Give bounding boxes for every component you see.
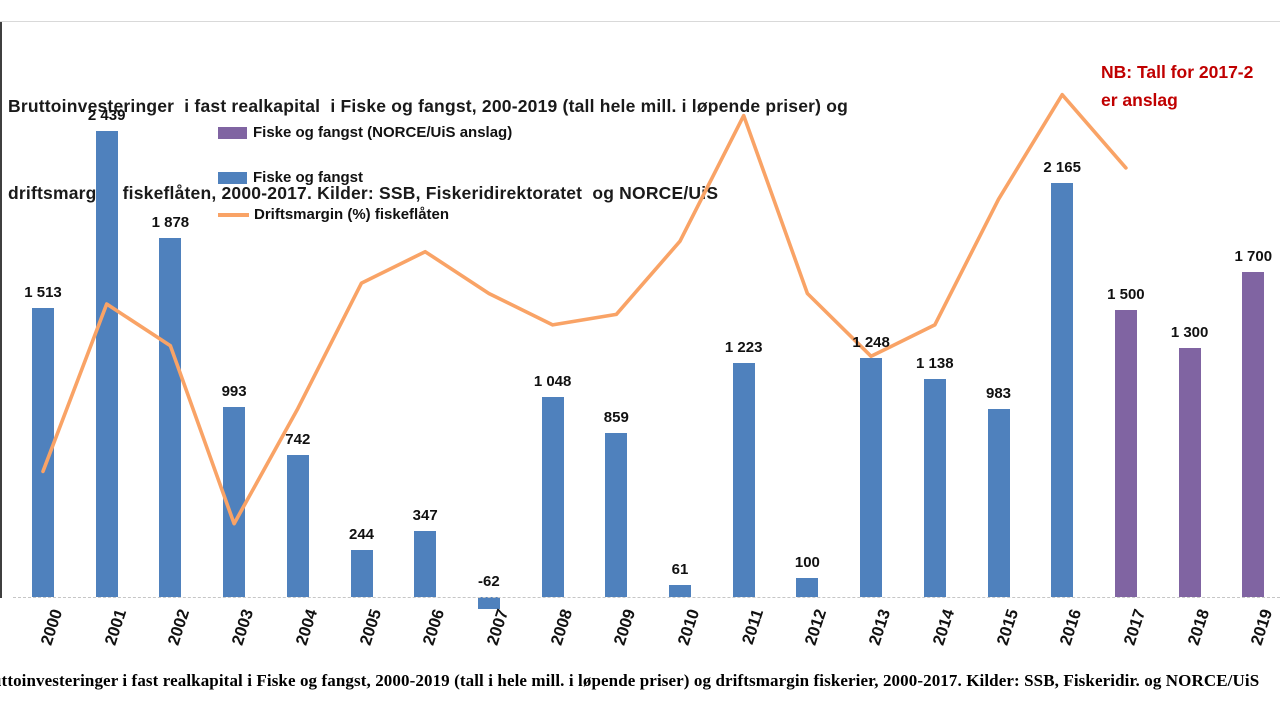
x-axis-label-2010: 2010: [674, 607, 704, 648]
left-crop-border: [0, 22, 2, 598]
x-axis-label-2011: 2011: [738, 607, 767, 647]
legend-line-swatch-orange: [218, 212, 249, 217]
bar-2004: [286, 455, 309, 597]
bar-2006: [414, 530, 437, 597]
bar-2010: [669, 585, 691, 597]
bar-2015: [987, 409, 1010, 597]
bar-value-label-2012: 100: [794, 553, 820, 571]
x-axis-label-2019: 2019: [1247, 607, 1277, 648]
bar-value-label-2007: -62: [478, 573, 500, 590]
legend-item-norce-anslag: Fiske og fangst (NORCE/UiS anslag): [218, 124, 512, 141]
legend-swatch-purple: [218, 126, 247, 139]
x-axis-label-2016: 2016: [1056, 607, 1086, 648]
bar-value-label-2019: 1 700: [1234, 248, 1273, 265]
bar-2016: [1051, 183, 1074, 597]
chart-title-line2: driftsmargin fiskeflåten, 2000-2017. Kil…: [8, 183, 719, 203]
x-axis-label-2017: 2017: [1120, 607, 1150, 648]
bar-value-label-2001: 2 439: [87, 106, 126, 124]
nb-annotation: NB: Tall for 2017-2 er anslag: [1101, 58, 1253, 114]
bar-2014: [923, 379, 946, 597]
bar-value-label-2014: 1 138: [916, 355, 954, 373]
legend-item-fiske-og-fangst: Fiske og fangst: [218, 169, 363, 186]
bar-value-label-2009: 859: [603, 408, 629, 426]
bar-2000: [32, 307, 54, 597]
bar-2009: [605, 432, 628, 597]
x-axis-line: [13, 597, 1280, 598]
legend-label: Fiske og fangst: [253, 169, 364, 186]
x-axis-label-2014: 2014: [929, 607, 958, 648]
nb-annotation-line2: er anslag: [1101, 90, 1178, 110]
bar-value-label-2010: 61: [671, 561, 689, 579]
bar-value-label-2011: 1 223: [724, 339, 763, 357]
bar-2007: [477, 597, 500, 609]
x-axis-label-2008: 2008: [547, 607, 576, 648]
x-axis-label-2006: 2006: [419, 607, 449, 648]
nb-annotation-line1: NB: Tall for 2017-2: [1101, 62, 1254, 82]
bottom-caption: uttoinvesteringer i fast realkapital i F…: [0, 671, 1260, 690]
bar-2005: [350, 550, 373, 597]
bar-value-label-2018: 1 300: [1170, 324, 1209, 342]
x-axis-label-2000: 2000: [37, 607, 67, 648]
bar-2002: [159, 237, 182, 597]
bar-2018: [1178, 348, 1201, 597]
x-axis-label-2004: 2004: [292, 607, 321, 648]
bar-2017: [1114, 310, 1137, 597]
x-axis-label-2007: 2007: [483, 607, 513, 648]
bar-value-label-2008: 1 048: [533, 372, 572, 390]
bar-value-label-2006: 347: [412, 506, 438, 524]
x-axis-label-2009: 2009: [610, 607, 640, 648]
bar-2008: [541, 396, 564, 597]
top-divider-line: [0, 21, 1280, 22]
x-axis-label-2015: 2015: [993, 607, 1022, 648]
bar-value-label-2013: 1 248: [852, 334, 890, 352]
bar-value-label-2002: 1 878: [151, 213, 190, 231]
bar-2011: [732, 363, 755, 597]
x-axis-label-2002: 2002: [165, 607, 194, 648]
bar-value-label-2000: 1 513: [24, 283, 62, 301]
bar-2019: [1242, 272, 1265, 597]
bar-value-label-2005: 244: [348, 526, 375, 544]
x-axis-label-2018: 2018: [1184, 607, 1213, 648]
legend-label: Fiske og fangst (NORCE/UiS anslag): [253, 124, 513, 141]
bar-2012: [796, 577, 819, 597]
x-axis-label-2003: 2003: [228, 607, 258, 648]
bar-2013: [860, 358, 883, 597]
chart-title: Bruttoinvesteringer i fast realkapital i…: [8, 34, 848, 266]
bar-value-label-2017: 1 500: [1107, 286, 1145, 304]
legend-label: Driftsmargin (%) fiskeflåten: [254, 206, 450, 223]
bar-value-label-2004: 742: [285, 431, 311, 449]
bar-2003: [223, 407, 246, 597]
legend-swatch-blue: [218, 171, 247, 184]
bar-value-label-2003: 993: [221, 383, 247, 401]
x-axis-label-2005: 2005: [356, 607, 385, 648]
x-axis-label-2001: 2001: [101, 607, 130, 648]
bar-value-label-2015: 983: [985, 385, 1012, 403]
bar-2001: [95, 130, 118, 597]
bar-value-label-2016: 2 165: [1043, 159, 1081, 177]
x-axis-label-2013: 2013: [865, 607, 895, 648]
legend-item-driftsmargin: Driftsmargin (%) fiskeflåten: [218, 206, 449, 223]
x-axis-label-2012: 2012: [802, 607, 831, 648]
